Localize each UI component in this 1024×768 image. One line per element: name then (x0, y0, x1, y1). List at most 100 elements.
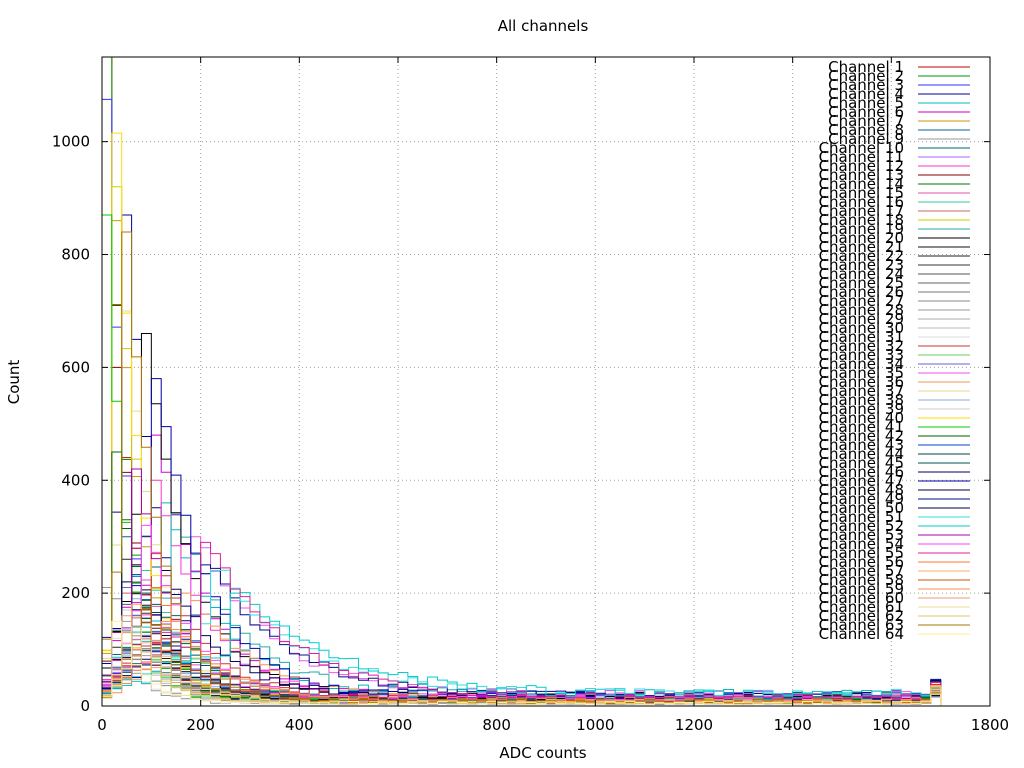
legend-label: Channel 31 (819, 328, 904, 346)
y-tick-label: 800 (61, 246, 90, 264)
legend-label: Channel 60 (819, 589, 904, 607)
x-tick-label: 800 (482, 716, 511, 734)
series-line-channel-37 (102, 310, 942, 706)
legend-label: Channel 49 (819, 490, 904, 508)
series-line-channel-10 (102, 536, 942, 706)
chart-title: All channels (497, 17, 589, 35)
legend-label: Channel 45 (819, 454, 904, 472)
legend-label: Channel 38 (819, 391, 904, 409)
legend-label: Channel 24 (819, 265, 904, 283)
series-line-channel-20 (102, 333, 942, 706)
legend-label: Channel 39 (819, 400, 904, 418)
legend-label: Channel 4 (828, 85, 904, 103)
legend-label: Channel 8 (828, 121, 904, 139)
series-line-channel-55 (102, 541, 942, 706)
legend-label: Channel 34 (819, 355, 904, 373)
y-tick-label: 1000 (52, 133, 90, 151)
x-tick-label: 1400 (774, 716, 812, 734)
x-tick-label: 1600 (872, 716, 910, 734)
legend-label: Channel 57 (819, 562, 904, 580)
legend-label: Channel 44 (819, 445, 904, 463)
plot-area (102, 57, 942, 706)
series-line-channel-42 (102, 451, 942, 706)
y-tick-label: 200 (61, 584, 90, 602)
series-line-channel-63 (102, 231, 942, 706)
legend-label: Channel 19 (819, 220, 904, 238)
legend-label: Channel 1 (828, 58, 904, 76)
series-line-channel-7 (102, 220, 942, 706)
x-tick-label: 1200 (675, 716, 713, 734)
legend-label: Channel 61 (819, 598, 904, 616)
legend-label: Channel 58 (819, 571, 904, 589)
legend-label: Channel 41 (819, 418, 904, 436)
series-line-channel-23 (102, 592, 942, 706)
legend-label: Channel 37 (819, 382, 904, 400)
legend-label: Channel 3 (828, 76, 904, 94)
legend-label: Channel 25 (819, 274, 904, 292)
legend-label: Channel 55 (819, 544, 904, 562)
series-line-channel-8 (102, 536, 942, 706)
series-line-channel-36 (102, 592, 942, 706)
x-tick-label: 1000 (576, 716, 614, 734)
legend-label: Channel 46 (819, 463, 904, 481)
legend-label: Channel 47 (819, 472, 904, 490)
legend-label: Channel 36 (819, 373, 904, 391)
legend-label: Channel 29 (819, 310, 904, 328)
legend-label: Channel 23 (819, 256, 904, 274)
series-line-channel-47 (102, 378, 942, 706)
legend-label: Channel 52 (819, 517, 904, 535)
x-tick-label: 200 (186, 716, 215, 734)
series-line-channel-2 (102, 57, 942, 706)
legend-label: Channel 2 (828, 67, 904, 85)
series-line-channel-15 (102, 547, 942, 706)
series-line-channel-3 (102, 98, 942, 706)
legend-label: Channel 50 (819, 499, 904, 517)
legend-label: Channel 10 (819, 139, 904, 157)
legend-label: Channel 15 (819, 184, 904, 202)
series-line-channel-41 (102, 214, 942, 706)
series-line-channel-32 (102, 553, 942, 706)
x-tick-label: 0 (97, 716, 107, 734)
legend-label: Channel 64 (819, 625, 904, 643)
legend-label: Channel 56 (819, 553, 904, 571)
legend-label: Channel 62 (819, 607, 904, 625)
legend-label: Channel 17 (819, 202, 904, 220)
x-tick-label: 400 (285, 716, 314, 734)
legend-label: Channel 9 (828, 130, 904, 148)
legend-label: Channel 54 (819, 535, 904, 553)
legend-label: Channel 42 (819, 427, 904, 445)
y-tick-label: 600 (61, 358, 90, 376)
legend-label: Channel 59 (819, 580, 904, 598)
x-axis-label: ADC counts (499, 744, 587, 762)
plot-frame (101, 56, 991, 707)
legend-label: Channel 63 (819, 616, 904, 634)
legend-label: Channel 22 (819, 247, 904, 265)
legend-label: Channel 12 (819, 157, 904, 175)
series-line-channel-1 (102, 57, 942, 706)
series-line-channel-14 (102, 519, 942, 706)
series-line-channel-64 (102, 620, 942, 706)
legend-label: Channel 35 (819, 364, 904, 382)
series-line-channel-44 (102, 592, 942, 706)
y-tick-label: 400 (61, 471, 90, 489)
legend-label: Channel 27 (819, 292, 904, 310)
legend-label: Channel 48 (819, 481, 904, 499)
legend-label: Channel 14 (819, 175, 904, 193)
series-line-channel-40 (102, 132, 942, 706)
y-axis-label: Count (5, 359, 23, 405)
series-line-channel-4 (102, 214, 942, 706)
legend-label: Channel 28 (819, 301, 904, 319)
legend-label: Channel 20 (819, 229, 904, 247)
legend-label: Channel 11 (819, 148, 904, 166)
series-line-channel-35 (102, 536, 942, 706)
legend-label: Channel 53 (819, 526, 904, 544)
legend-label: Channel 30 (819, 319, 904, 337)
x-tick-label: 600 (384, 716, 413, 734)
legend-label: Channel 5 (828, 94, 904, 112)
legend-label: Channel 7 (828, 112, 904, 130)
legend-label: Channel 33 (819, 346, 904, 364)
legend-label: Channel 6 (828, 103, 904, 121)
legend-label: Channel 51 (819, 508, 904, 526)
